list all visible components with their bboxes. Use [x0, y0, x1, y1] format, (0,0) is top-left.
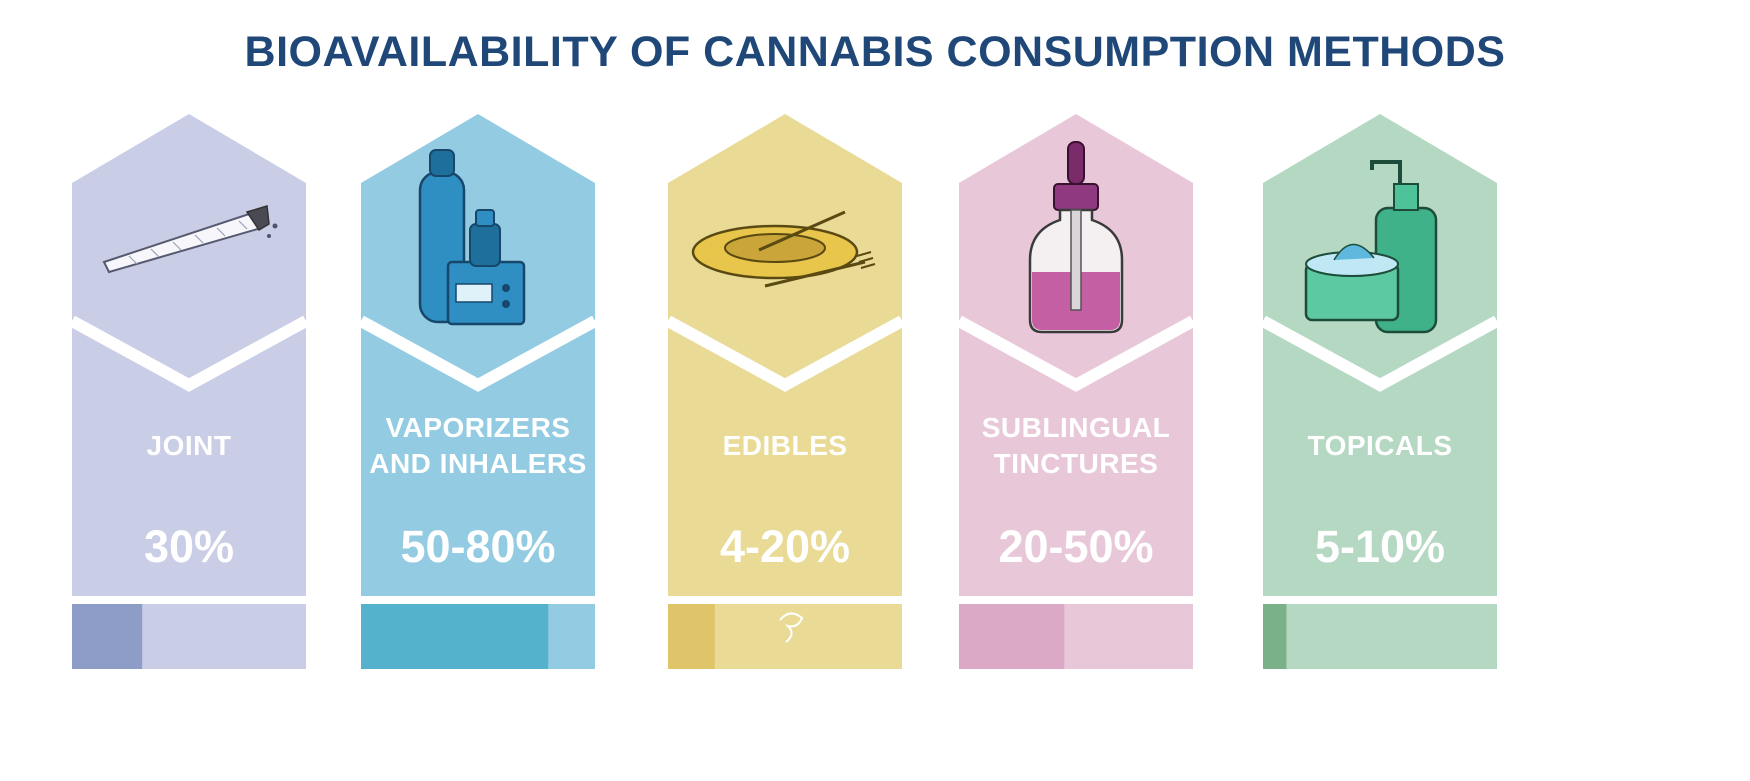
value-label: 50-80%	[400, 521, 555, 572]
value-label: 4-20%	[720, 521, 850, 572]
panel-5	[1263, 114, 1497, 596]
bar-2	[361, 604, 549, 669]
chevron-divider	[1260, 315, 1500, 392]
category-label: JOINT	[147, 430, 232, 461]
chart-title: BIOAVAILABILITY OF CANNABIS CONSUMPTION …	[244, 28, 1506, 76]
bars-layer	[72, 604, 1497, 669]
bar-1	[72, 604, 143, 669]
topical-cream-icon	[1304, 160, 1438, 334]
chevron-divider	[665, 315, 905, 392]
bar-track	[1263, 604, 1497, 669]
icons-layer	[102, 141, 1438, 334]
joint-icon	[102, 205, 278, 274]
vaporizer-icon	[418, 149, 526, 326]
labels-layer: JOINT 30% VAPORIZERS AND INHALERS 50-80% EDIB…	[144, 412, 1452, 572]
chevron-divider	[358, 315, 598, 392]
value-label: 30%	[144, 521, 234, 572]
rqs-logo	[779, 612, 804, 643]
chevron-divider	[69, 315, 309, 392]
bar-3	[668, 604, 715, 669]
category-label: TINCTURES	[994, 448, 1159, 479]
chevron-divider	[956, 315, 1196, 392]
category-label: SUBLINGUAL	[982, 412, 1171, 443]
value-label: 5-10%	[1315, 521, 1445, 572]
panel-1	[72, 114, 306, 596]
panel-4	[959, 114, 1193, 596]
edible-bowl-icon	[691, 210, 876, 288]
logo-emblem	[779, 612, 804, 643]
category-label: AND INHALERS	[369, 448, 587, 479]
value-label: 20-50%	[998, 521, 1153, 572]
bar-5	[1263, 604, 1287, 669]
tincture-dropper-icon	[1028, 141, 1124, 334]
category-label: TOPICALS	[1307, 430, 1452, 461]
category-label: VAPORIZERS	[386, 412, 571, 443]
category-label: EDIBLES	[723, 430, 848, 461]
bar-4	[959, 604, 1065, 669]
